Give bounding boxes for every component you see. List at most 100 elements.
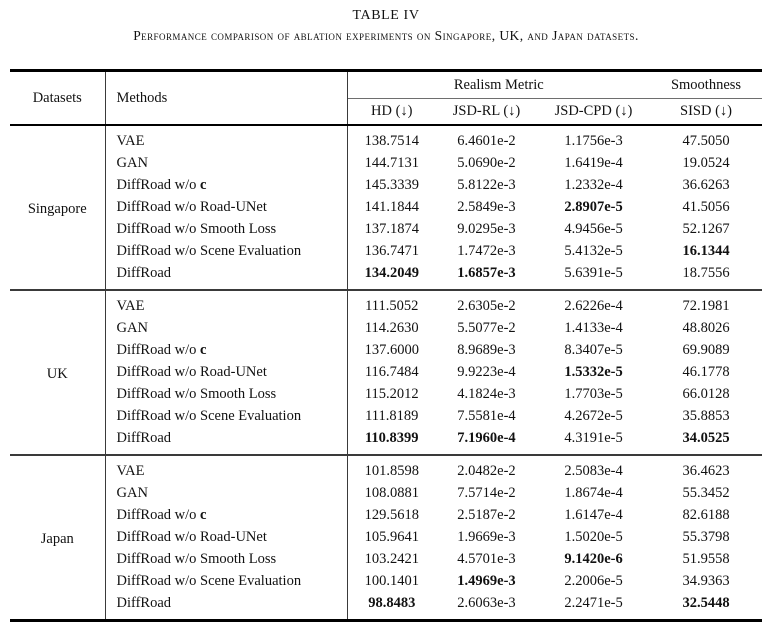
table-caption: TABLE IV Performance comparison of ablat…: [0, 0, 772, 44]
metric-value: 4.2672e-5: [564, 407, 623, 424]
dataset-label: Singapore: [10, 125, 106, 290]
metric-value: 82.6188: [682, 506, 730, 523]
method-label: DiffRoad w/o Road-UNet: [105, 526, 348, 548]
metric-value: 4.9456e-5: [564, 220, 623, 237]
method-label: DiffRoad w/o Scene Evaluation: [105, 570, 348, 592]
metric-value: 47.5050: [682, 132, 730, 149]
header-group-smoothness: Smoothness: [650, 70, 763, 99]
metric-value: 7.5581e-4: [457, 407, 516, 424]
method-label: GAN: [105, 317, 348, 339]
table-row: DiffRoad w/o c 129.5618 2.5187e-2 1.6147e-4…: [10, 504, 762, 526]
metric-value: 141.1844: [364, 198, 419, 215]
table-row: GAN 114.2630 5.5077e-2 1.4133e-4 48.8026: [10, 317, 762, 339]
table-row: DiffRoad w/o Scene Evaluation 136.7471 1.7…: [10, 240, 762, 262]
metric-value: 108.0881: [364, 484, 419, 501]
metric-value: 105.9641: [364, 528, 419, 545]
header-metric-jsd-rl: JSD-RL (↓): [452, 103, 521, 119]
metric-value: 1.8674e-4: [564, 484, 623, 501]
metric-value: 6.4601e-2: [457, 132, 516, 149]
metric-value: 7.1960e-4: [457, 429, 516, 446]
metric-value: 115.2012: [364, 385, 419, 402]
table-row: DiffRoad 134.2049 1.6857e-3 5.6391e-5 18.755…: [10, 262, 762, 290]
ablation-results-table: Datasets Methods Realism Metric Smoothne…: [10, 69, 763, 622]
metric-value: 103.2421: [364, 550, 419, 567]
dataset-section-uk: UK VAE 111.5052 2.6305e-2 2.6226e-4 72.1981 GA…: [10, 290, 763, 455]
metric-value: 2.2006e-5: [564, 572, 623, 589]
metric-value: 46.1778: [682, 363, 730, 380]
metric-value: 9.1420e-6: [564, 550, 623, 567]
table-row: DiffRoad 110.8399 7.1960e-4 4.3191e-5 34.052…: [10, 427, 762, 455]
metric-value: 55.3798: [682, 528, 730, 545]
metric-value: 2.6305e-2: [457, 297, 516, 314]
method-label: VAE: [105, 125, 348, 152]
table-row: GAN 108.0881 7.5714e-2 1.8674e-4 55.3452: [10, 482, 762, 504]
metric-value: 55.3452: [682, 484, 730, 501]
table-row: DiffRoad w/o Smooth Loss 103.2421 4.5701e-…: [10, 548, 762, 570]
table-row: DiffRoad w/o Smooth Loss 137.1874 9.0295e-…: [10, 218, 762, 240]
metric-value: 98.8483: [368, 594, 416, 611]
metric-value: 1.2332e-4: [564, 176, 623, 193]
table-row: DiffRoad w/o Road-UNet 105.9641 1.9669e-3 1…: [10, 526, 762, 548]
metric-value: 137.6000: [364, 341, 419, 358]
method-label: DiffRoad: [105, 427, 348, 455]
metric-value: 4.5701e-3: [457, 550, 516, 567]
table-row: Japan VAE 101.8598 2.0482e-2 2.5083e-4 36.462…: [10, 455, 762, 621]
metric-value: 2.0482e-2: [457, 462, 516, 479]
metric-value: 137.1874: [364, 220, 419, 237]
method-label: DiffRoad: [105, 592, 348, 621]
metric-value: 72.1981: [682, 297, 730, 314]
metric-value: 48.8026: [682, 319, 730, 336]
metric-value: 5.6391e-5: [564, 264, 623, 281]
metric-value: 1.7703e-5: [564, 385, 623, 402]
metric-value: 2.6063e-3: [457, 594, 516, 611]
metric-value: 2.5083e-4: [564, 462, 623, 479]
metric-value: 35.8853: [682, 407, 730, 424]
table-row: UK VAE 111.5052 2.6305e-2 2.6226e-4 72.1981: [10, 290, 762, 455]
metric-value: 145.3339: [364, 176, 419, 193]
metric-value: 1.4969e-3: [457, 572, 516, 589]
table-title: TABLE IV: [352, 8, 420, 23]
metric-value: 16.1344: [682, 242, 730, 259]
method-label: DiffRoad: [105, 262, 348, 290]
metric-value: 101.8598: [364, 462, 419, 479]
method-label-bold-part: c: [200, 506, 207, 523]
metric-value: 2.6226e-4: [564, 297, 623, 314]
metric-value: 51.9558: [682, 550, 730, 567]
metric-value: 129.5618: [364, 506, 419, 523]
dataset-section-japan: Japan VAE 101.8598 2.0482e-2 2.5083e-4 36.462…: [10, 455, 763, 621]
header-group-row: Datasets Methods Realism Metric Smoothne…: [10, 70, 763, 125]
metric-value: 36.4623: [682, 462, 730, 479]
metric-value: 5.8122e-3: [457, 176, 516, 193]
method-label-bold-part: c: [200, 176, 207, 193]
table-row: DiffRoad 98.8483 2.6063e-3 2.2471e-5 32.5448: [10, 592, 762, 621]
method-label: GAN: [105, 482, 348, 504]
metric-value: 41.5056: [682, 198, 730, 215]
metric-value: 100.1401: [364, 572, 419, 589]
method-label: DiffRoad w/o c: [105, 504, 348, 526]
metric-value: 5.4132e-5: [564, 242, 623, 259]
metric-value: 2.8907e-5: [564, 198, 623, 215]
metric-value: 34.9363: [682, 572, 730, 589]
header-metric-jsd-cpd: JSD-CPD (↓): [554, 103, 633, 119]
dataset-label: Japan: [10, 455, 106, 621]
metric-value: 9.9223e-4: [457, 363, 516, 380]
method-label-bold-part: c: [200, 341, 207, 358]
metric-value: 4.3191e-5: [564, 429, 623, 446]
method-label: DiffRoad w/o c: [105, 174, 348, 196]
table-row: DiffRoad w/o c 137.6000 8.9689e-3 8.3407e-5…: [10, 339, 762, 361]
metric-value: 7.5714e-2: [457, 484, 516, 501]
method-label: DiffRoad w/o c: [105, 339, 348, 361]
header-group-realism: Realism Metric: [347, 70, 651, 99]
metric-value: 1.7472e-3: [457, 242, 516, 259]
dataset-section-singapore: Singapore VAE 138.7514 6.4601e-2 1.1756e-3 47…: [10, 125, 762, 290]
method-label: DiffRoad w/o Scene Evaluation: [105, 240, 348, 262]
method-label: DiffRoad w/o Smooth Loss: [105, 548, 348, 570]
metric-value: 34.0525: [682, 429, 730, 446]
metric-value: 1.5332e-5: [564, 363, 623, 380]
header-metric-row: HD (↓) JSD-RL (↓) JSD-CPD (↓) SISD (↓): [10, 99, 762, 126]
header-datasets: Datasets: [10, 70, 106, 125]
table-row: DiffRoad w/o Scene Evaluation 100.1401 1.4…: [10, 570, 762, 592]
method-label: VAE: [105, 290, 348, 317]
metric-value: 19.0524: [682, 154, 730, 171]
table-row: DiffRoad w/o Road-UNet 141.1844 2.5849e-3 2…: [10, 196, 762, 218]
